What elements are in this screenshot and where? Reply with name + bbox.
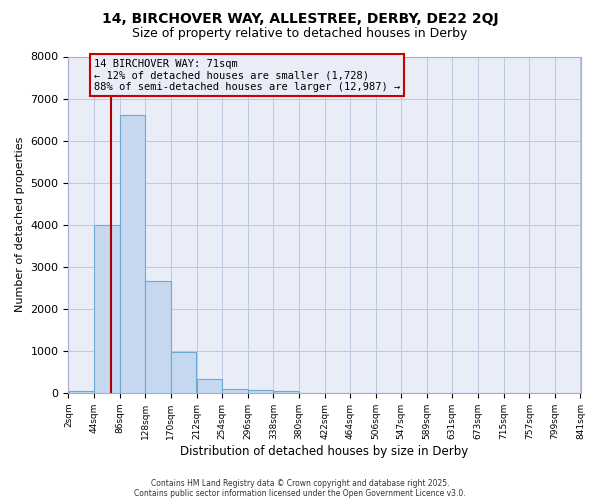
Bar <box>223 388 248 393</box>
Bar <box>197 380 222 393</box>
Y-axis label: Number of detached properties: Number of detached properties <box>15 137 25 312</box>
Bar <box>68 390 94 393</box>
Bar <box>145 282 171 393</box>
Text: Contains HM Land Registry data © Crown copyright and database right 2025.: Contains HM Land Registry data © Crown c… <box>151 478 449 488</box>
Bar <box>248 390 274 393</box>
Bar <box>94 224 119 393</box>
Bar <box>120 116 145 393</box>
Bar <box>171 352 196 393</box>
Bar <box>274 391 299 393</box>
Text: 14, BIRCHOVER WAY, ALLESTREE, DERBY, DE22 2QJ: 14, BIRCHOVER WAY, ALLESTREE, DERBY, DE2… <box>101 12 499 26</box>
X-axis label: Distribution of detached houses by size in Derby: Distribution of detached houses by size … <box>181 444 469 458</box>
Text: Size of property relative to detached houses in Derby: Size of property relative to detached ho… <box>133 28 467 40</box>
Text: Contains public sector information licensed under the Open Government Licence v3: Contains public sector information licen… <box>134 488 466 498</box>
Text: 14 BIRCHOVER WAY: 71sqm
← 12% of detached houses are smaller (1,728)
88% of semi: 14 BIRCHOVER WAY: 71sqm ← 12% of detache… <box>94 58 400 92</box>
